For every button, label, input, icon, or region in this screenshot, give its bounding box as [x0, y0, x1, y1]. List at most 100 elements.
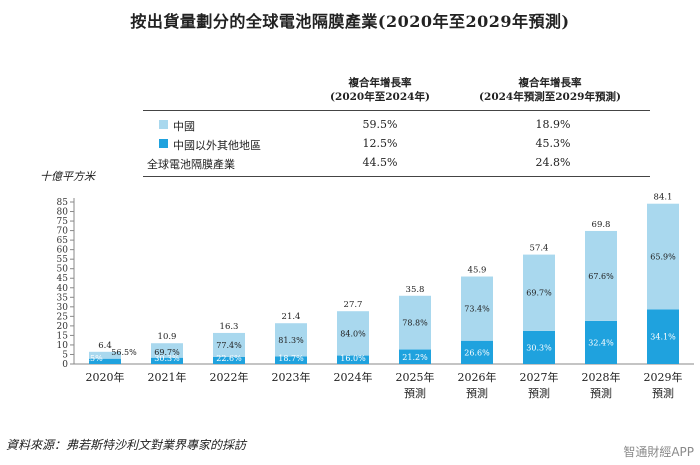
data-label-rest-share: 16.0%: [340, 354, 366, 363]
x-tick-forecast-label: 預測: [590, 386, 612, 400]
x-tick-label: 2028年: [582, 370, 621, 384]
data-label-china-share: 81.3%: [278, 336, 304, 345]
x-tick-label: 2024年: [334, 370, 373, 384]
data-label-rest-share: 21.2%: [402, 353, 428, 362]
data-label-total: 10.9: [158, 332, 177, 342]
y-tick-label: 35: [57, 293, 69, 303]
x-tick-label: 2025年: [396, 370, 435, 384]
y-tick-label: 5: [62, 350, 68, 360]
bar-china: [213, 332, 245, 357]
data-label-china-share: 73.4%: [464, 305, 490, 314]
bar-rest-of-world: [461, 340, 493, 364]
data-label-rest-share: 43.5%: [77, 354, 103, 363]
y-tick-label: 80: [57, 208, 69, 218]
x-tick-label: 2020年: [86, 370, 125, 384]
data-label-rest-share: 30.3%: [154, 354, 180, 363]
table-rule-top: [143, 110, 650, 111]
bar-rest-of-world: [275, 356, 307, 364]
data-label-rest-share: 34.1%: [650, 333, 676, 342]
bar-rest-of-world: [523, 330, 555, 364]
data-label-rest-share: 32.4%: [588, 338, 614, 347]
data-label-china-share: 84.0%: [340, 329, 366, 338]
data-label-china-share: 67.6%: [588, 272, 614, 281]
y-tick-label: 60: [57, 246, 69, 256]
data-label-total: 84.1: [654, 193, 673, 203]
y-tick-label: 75: [57, 217, 69, 227]
data-label-china-share: 78.8%: [402, 319, 428, 328]
y-tick-label: 65: [57, 236, 69, 246]
cagr-rest-2024-2029: 45.3%: [535, 137, 571, 150]
cagr-header-2020-2024-line1: 複合年增長率: [348, 77, 412, 89]
bar-rest-of-world: [399, 349, 431, 364]
y-tick-label: 0: [62, 360, 68, 370]
y-tick-label: 50: [57, 265, 69, 275]
data-label-total: 16.3: [220, 322, 239, 332]
cagr-global-2024-2029: 24.8%: [535, 156, 571, 169]
cagr-china-2024-2029: 18.9%: [535, 118, 571, 131]
data-label-total: 35.8: [406, 285, 425, 295]
table-rule-bottom: [143, 176, 650, 177]
x-tick-label: 2021年: [148, 370, 187, 384]
y-tick-label: 40: [57, 284, 69, 294]
bar-china: [647, 203, 679, 310]
legend-label-global: 全球電池隔膜產業: [147, 158, 235, 171]
cagr-china-2020-2024: 59.5%: [362, 118, 398, 131]
data-label-rest-share: 22.6%: [216, 354, 242, 363]
legend-label-rest: 中國以外其他地區: [173, 139, 261, 152]
bar-rest-of-world: [647, 309, 679, 364]
y-tick-label: 25: [57, 312, 69, 322]
cagr-rest-2020-2024: 12.5%: [362, 137, 398, 150]
source-note: 資料來源：弗若斯特沙利文對業界專家的採訪: [6, 438, 247, 452]
bar-china: [399, 295, 431, 350]
y-tick-label: 15: [57, 331, 69, 341]
data-label-total: 6.4: [98, 341, 112, 351]
cagr-header-2024-2029-line2: (2024年預測至2029年預測): [479, 91, 621, 103]
cagr-header-2024-2029-line1: 複合年增長率: [518, 77, 582, 89]
data-label-rest-share: 26.6%: [464, 348, 490, 357]
legend-swatch-rest: [159, 139, 168, 148]
bar-china: [337, 311, 369, 356]
x-tick-label: 2023年: [272, 370, 311, 384]
y-axis-unit: 十億平方米: [40, 170, 95, 183]
x-tick-forecast-label: 預測: [652, 386, 674, 400]
data-label-china-share: 77.4%: [216, 341, 242, 350]
cagr-header-2024-2029: 複合年增長率 (2024年預測至2029年預測): [470, 76, 630, 104]
data-label-rest-share: 30.3%: [526, 343, 552, 352]
y-tick-label: 30: [57, 303, 69, 313]
x-tick-label: 2029年: [644, 370, 683, 384]
bar-rest-of-world: [151, 357, 183, 364]
bar-rest-of-world: [337, 355, 369, 364]
cagr-header-2020-2024-line2: (2020年至2024年): [330, 91, 430, 103]
bar-china: [89, 351, 121, 359]
x-tick-forecast-label: 預測: [466, 386, 488, 400]
bar-china: [275, 323, 307, 357]
data-label-china-share: 56.5%: [111, 348, 137, 357]
x-tick-label: 2027年: [520, 370, 559, 384]
bar-rest-of-world: [89, 358, 121, 364]
x-tick-forecast-label: 預測: [404, 386, 426, 400]
bar-china: [523, 254, 555, 331]
data-label-total: 45.9: [468, 266, 487, 276]
data-label-china-share: 69.7%: [526, 289, 552, 298]
y-tick-label: 55: [57, 255, 69, 265]
cagr-global-2020-2024: 44.5%: [362, 156, 398, 169]
legend-label-china: 中國: [173, 120, 195, 133]
y-tick-label: 45: [57, 274, 69, 284]
data-label-total: 69.8: [592, 220, 611, 230]
bar-rest-of-world: [585, 320, 617, 364]
y-tick-label: 10: [57, 341, 69, 351]
bar-rest-of-world: [213, 356, 245, 364]
y-tick-label: 85: [57, 198, 69, 208]
x-tick-label: 2022年: [210, 370, 249, 384]
watermark: 智通財經APP: [623, 445, 694, 459]
data-label-total: 57.4: [530, 244, 549, 254]
data-label-total: 21.4: [282, 312, 301, 322]
data-label-china-share: 69.7%: [154, 348, 180, 357]
cagr-header-2020-2024: 複合年增長率 (2020年至2024年): [300, 76, 460, 104]
chart-title: 按出貨量劃分的全球電池隔膜產業(2020年至2029年預測): [130, 12, 570, 31]
x-tick-forecast-label: 預測: [528, 386, 550, 400]
bar-china: [585, 230, 617, 321]
data-label-rest-share: 18.7%: [278, 354, 304, 363]
bar-china: [461, 276, 493, 341]
